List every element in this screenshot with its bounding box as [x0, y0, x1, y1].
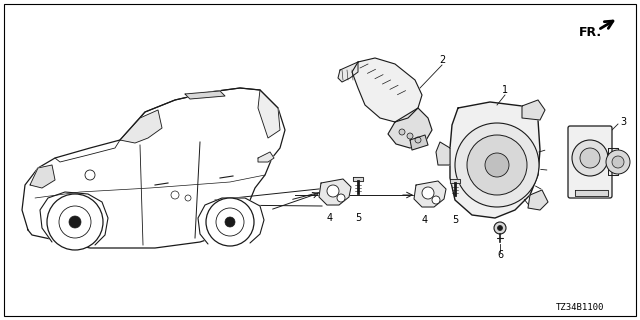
Circle shape: [497, 226, 502, 230]
Circle shape: [59, 206, 91, 238]
Circle shape: [467, 135, 527, 195]
Polygon shape: [258, 152, 274, 162]
Circle shape: [572, 140, 608, 176]
Circle shape: [485, 153, 509, 177]
Circle shape: [606, 150, 630, 174]
Text: TZ34B1100: TZ34B1100: [556, 303, 604, 313]
Circle shape: [415, 137, 421, 143]
Polygon shape: [388, 108, 432, 148]
Circle shape: [422, 187, 434, 199]
Polygon shape: [258, 90, 280, 138]
Text: 5: 5: [452, 215, 458, 225]
Polygon shape: [450, 179, 460, 183]
Polygon shape: [450, 102, 540, 218]
Polygon shape: [22, 88, 285, 248]
Polygon shape: [528, 190, 548, 210]
Polygon shape: [608, 148, 618, 175]
Circle shape: [494, 222, 506, 234]
Polygon shape: [30, 165, 55, 188]
Circle shape: [407, 133, 413, 139]
Text: 4: 4: [327, 213, 333, 223]
Polygon shape: [185, 91, 225, 99]
Circle shape: [69, 216, 81, 228]
Text: 3: 3: [620, 117, 626, 127]
Polygon shape: [522, 100, 545, 120]
Polygon shape: [338, 62, 358, 82]
Text: FR.: FR.: [579, 26, 602, 38]
Circle shape: [206, 198, 254, 246]
Polygon shape: [436, 142, 450, 165]
FancyBboxPatch shape: [568, 126, 612, 198]
Polygon shape: [353, 177, 363, 181]
Circle shape: [225, 217, 235, 227]
Text: 1: 1: [502, 85, 508, 95]
Circle shape: [47, 194, 103, 250]
Circle shape: [399, 129, 405, 135]
Circle shape: [455, 123, 539, 207]
Text: 2: 2: [439, 55, 445, 65]
Circle shape: [337, 194, 345, 202]
Polygon shape: [120, 110, 162, 143]
Circle shape: [327, 185, 339, 197]
Circle shape: [432, 196, 440, 204]
Polygon shape: [319, 179, 351, 205]
Polygon shape: [410, 135, 428, 150]
Circle shape: [216, 208, 244, 236]
Text: 5: 5: [355, 213, 361, 223]
Polygon shape: [575, 190, 608, 196]
Polygon shape: [40, 192, 108, 245]
Polygon shape: [414, 181, 446, 207]
Text: 4: 4: [422, 215, 428, 225]
Polygon shape: [352, 58, 422, 122]
Circle shape: [580, 148, 600, 168]
Text: 6: 6: [497, 250, 503, 260]
Polygon shape: [198, 198, 264, 244]
Circle shape: [612, 156, 624, 168]
